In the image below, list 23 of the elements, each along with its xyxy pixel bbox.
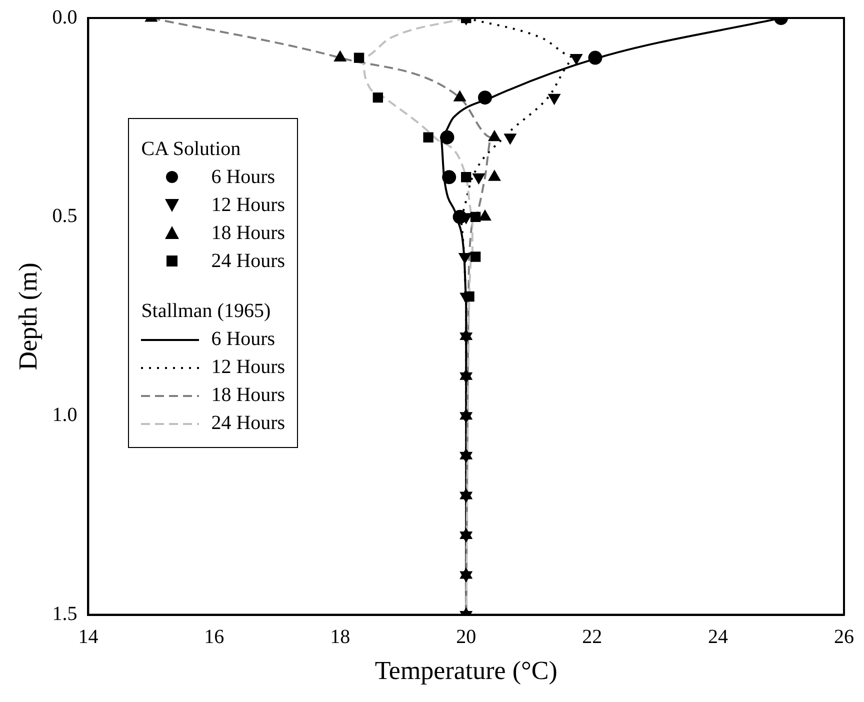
- x-tick-label: 16: [204, 626, 224, 648]
- annotation: Stallman (1965): [141, 299, 272, 324]
- legend-label: 6 Hours: [211, 327, 276, 352]
- legend-label: 12 Hours: [211, 193, 286, 218]
- y-axis-title: Depth (m): [13, 262, 42, 370]
- legend-label: 12 Hours: [211, 355, 286, 380]
- x-tick-label: 18: [330, 626, 350, 648]
- legend-label: 18 Hours: [211, 221, 286, 246]
- x-tick-label: 14: [78, 626, 98, 648]
- legend-label: 18 Hours: [211, 383, 286, 408]
- x-tick-label: 24: [708, 626, 728, 648]
- legend-label: 24 Hours: [211, 411, 286, 436]
- legend-label: 24 Hours: [211, 249, 286, 274]
- y-tick-label: 1.0: [52, 404, 78, 426]
- y-tick-label: 0.0: [52, 6, 78, 28]
- legend-title: CA Solution: [141, 137, 242, 162]
- y-tick-label: 0.5: [52, 205, 78, 228]
- y-tick-label: 1.5: [52, 603, 78, 626]
- legend-label: 6 Hours: [211, 165, 276, 190]
- x-tick-label: 20: [456, 626, 476, 648]
- x-axis-title: Temperature (°C): [374, 656, 558, 686]
- x-tick-label: 26: [834, 626, 854, 648]
- x-tick-label: 22: [582, 626, 602, 648]
